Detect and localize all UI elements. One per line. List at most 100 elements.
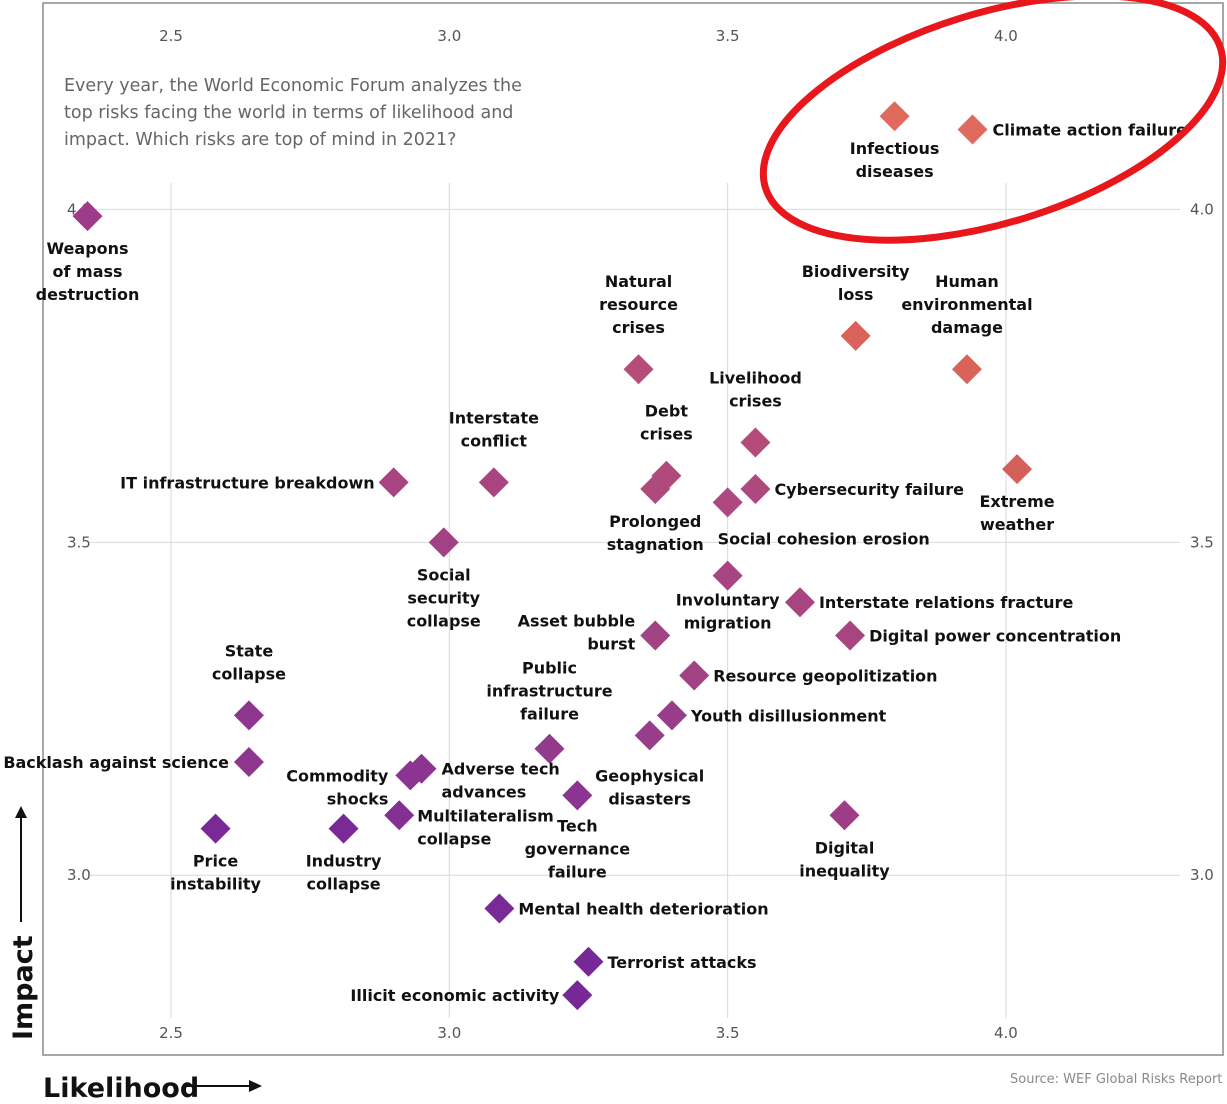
risk-point	[406, 753, 437, 784]
risk-label-line: Natural	[605, 272, 672, 291]
risk-label-line: crises	[640, 425, 693, 444]
risk-label-line: Debt	[645, 402, 689, 421]
risk-label-line: Livelihood	[709, 368, 802, 387]
risk-point	[679, 660, 710, 691]
risk-label-line: advances	[441, 783, 526, 802]
risk-label: Mental health deterioration	[518, 900, 768, 919]
risk-label: Interstate conflict	[449, 408, 539, 450]
risk-point	[328, 813, 359, 844]
risk-point	[200, 813, 231, 844]
risk-label-line: Biodiversity	[802, 262, 910, 281]
risk-point	[640, 620, 671, 651]
risk-point	[634, 720, 665, 751]
risk-point	[478, 467, 509, 498]
risk-label-line: collapse	[307, 875, 381, 894]
x-tick-label-top: 2.5	[159, 27, 183, 45]
risk-label-line: Social	[417, 565, 471, 584]
risk-point	[72, 201, 103, 232]
y-tick-label-left: 3.0	[67, 866, 91, 884]
risk-label-line: Mental health deterioration	[518, 900, 768, 919]
risk-point	[562, 780, 593, 811]
risk-label: Price instability	[170, 852, 261, 894]
risk-label-line: Adverse tech	[441, 760, 559, 779]
risk-label-line: Cybersecurity failure	[774, 480, 964, 499]
risk-label-line: collapse	[417, 829, 491, 848]
risk-label-line: Social cohesion erosion	[718, 529, 930, 548]
x-tick-label-top: 4.0	[994, 27, 1018, 45]
risk-point	[623, 354, 654, 385]
highlight-ellipse	[759, 0, 1227, 244]
risk-label: Adverse tech advances	[441, 760, 559, 802]
x-axis-arrow-head	[249, 1080, 262, 1092]
risk-label-line: security	[407, 588, 480, 607]
risk-label-line: diseases	[856, 162, 934, 181]
point-labels: Infectious diseases Climate action failure…	[3, 121, 1187, 1006]
y-axis-title: Impact	[8, 806, 39, 1040]
risk-point	[1002, 454, 1033, 485]
risk-point	[951, 354, 982, 385]
risk-label-line: disasters	[608, 789, 691, 808]
x-axis-label: Likelihood	[43, 1073, 199, 1104]
grid-lines	[90, 183, 1180, 1018]
risk-point	[712, 560, 743, 591]
risk-point	[378, 467, 409, 498]
risk-label-line: Digital power concentration	[869, 627, 1121, 646]
risk-label: IT infrastructure breakdown	[120, 473, 375, 492]
risk-label-line: collapse	[212, 664, 286, 683]
risk-label-line: Extreme	[979, 492, 1054, 511]
risk-label-line: Commodity	[286, 766, 389, 785]
risk-label: Livelihood crises	[709, 368, 802, 410]
risk-label: Climate action failure	[993, 121, 1188, 140]
risk-label-line: Infectious	[850, 139, 940, 158]
risk-label: Industry collapse	[306, 852, 382, 894]
risk-label-line: loss	[838, 285, 874, 304]
risk-label: Involuntary migration	[676, 591, 780, 633]
risk-point	[640, 474, 671, 505]
risk-label-line: damage	[931, 318, 1003, 337]
risk-label: Cybersecurity failure	[774, 480, 964, 499]
x-tick-label-bottom: 4.0	[994, 1024, 1018, 1042]
risk-label: Digital inequality	[799, 838, 890, 880]
risk-label-line: environmental	[901, 295, 1032, 314]
risk-label-line: Interstate relations fracture	[819, 593, 1073, 612]
risk-label-line: collapse	[407, 611, 481, 630]
risk-point	[957, 114, 988, 145]
risk-label: Commodity shocks	[286, 766, 389, 808]
risk-label-line: conflict	[461, 431, 528, 450]
y-axis-label: Impact	[8, 935, 39, 1040]
x-axis-title: Likelihood	[43, 1073, 262, 1104]
plot-frame	[42, 2, 1224, 1056]
risk-label-line: Human	[935, 272, 999, 291]
risk-label: Illicit economic activity	[350, 986, 559, 1005]
risk-point	[484, 893, 515, 924]
risk-label: Debt crises	[640, 402, 693, 444]
x-tick-label-bottom: 2.5	[159, 1024, 183, 1042]
y-tick-label-right: 3.0	[1190, 866, 1214, 884]
axis-tick-labels: 2.52.53.03.03.53.54.04.03.0 3.03.5 3.54.0 4…	[67, 27, 1214, 1042]
risk-label: Weapons of mass destruction	[36, 239, 140, 304]
risk-label-line: resource	[599, 295, 678, 314]
risk-label-line: destruction	[36, 285, 140, 304]
risk-label: Human environmental damage	[901, 272, 1032, 337]
risk-label-line: failure	[548, 862, 607, 881]
risk-label-line: Public	[522, 659, 577, 678]
source-note: Source: WEF Global Risks Report 2021	[1010, 1072, 1227, 1087]
risk-label-line: Weapons	[46, 239, 128, 258]
risk-point	[712, 487, 743, 518]
intro-line-3: impact. Which risks are top of mind in 2…	[64, 130, 456, 150]
risk-label-line: crises	[729, 391, 782, 410]
risk-label-line: Asset bubble	[518, 612, 636, 631]
risk-label: Geophysical disasters	[595, 766, 704, 808]
risk-label: Prolonged stagnation	[607, 512, 704, 554]
risk-point	[835, 620, 866, 651]
risk-point	[784, 587, 815, 618]
risk-point	[233, 700, 264, 731]
risk-label-line: Resource geopolitization	[713, 666, 937, 685]
risk-label-line: governance	[525, 839, 631, 858]
risk-label: Youth disillusionment	[690, 706, 887, 725]
risk-label-line: Multilateralism	[417, 806, 554, 825]
risk-label-line: burst	[587, 635, 635, 654]
risk-point	[428, 527, 459, 558]
risk-point	[829, 800, 860, 831]
